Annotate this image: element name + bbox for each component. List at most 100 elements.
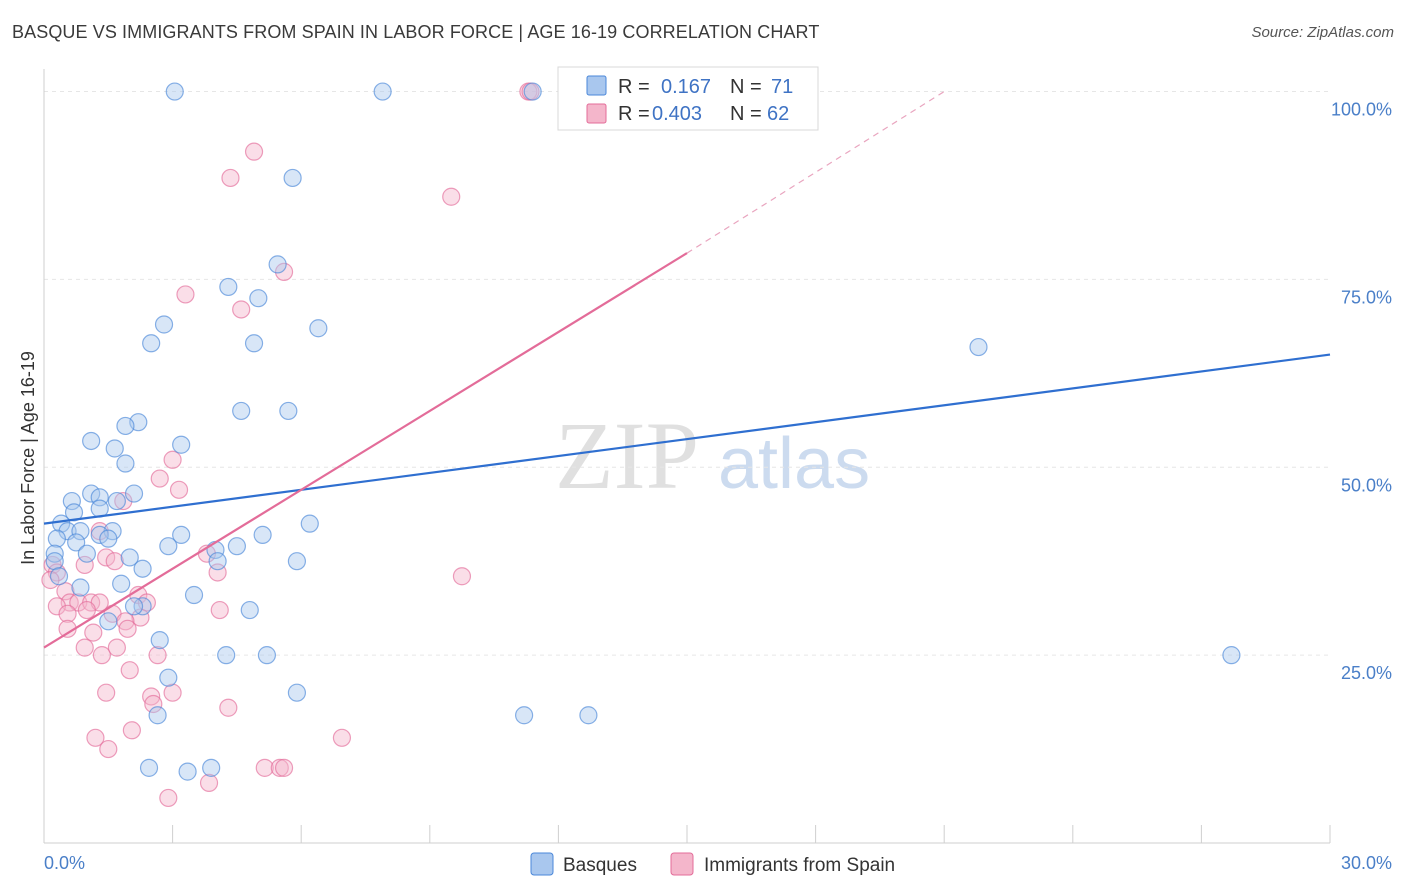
point-immigrants-47 bbox=[144, 694, 163, 714]
point-basques-64 bbox=[515, 706, 534, 725]
x-tick-label-min: 0.0% bbox=[44, 853, 85, 873]
point-basques-45 bbox=[120, 548, 139, 567]
x-tick-label-max: 30.0% bbox=[1341, 853, 1392, 873]
series-immigrants-points bbox=[41, 82, 540, 808]
point-basques-54 bbox=[240, 600, 259, 620]
point-immigrants-11 bbox=[114, 491, 133, 511]
chart-title: BASQUE VS IMMIGRANTS FROM SPAIN IN LABOR… bbox=[12, 22, 820, 42]
point-basques-17 bbox=[82, 431, 101, 451]
point-immigrants-17 bbox=[75, 555, 94, 575]
point-immigrants-45 bbox=[97, 683, 116, 702]
point-immigrants-2 bbox=[244, 142, 264, 161]
watermark-zip: ZIP bbox=[555, 402, 699, 509]
point-basques-4 bbox=[283, 168, 302, 188]
point-basques-24 bbox=[107, 491, 126, 511]
point-immigrants-49 bbox=[122, 721, 141, 740]
point-basques-40 bbox=[227, 537, 246, 556]
point-basques-66 bbox=[139, 758, 159, 777]
point-basques-19 bbox=[105, 439, 124, 458]
point-immigrants-57 bbox=[159, 788, 178, 808]
watermark-atlas: atlas bbox=[718, 424, 870, 504]
point-immigrants-37 bbox=[84, 623, 103, 642]
series-legend-label-basques: Basques bbox=[563, 855, 637, 876]
point-basques-2 bbox=[523, 82, 542, 101]
legend-r-label-1: R = bbox=[618, 76, 650, 98]
stats-legend: R = 0.167 N = 71 R = 0.403 N = 62 bbox=[557, 66, 819, 131]
point-basques-8 bbox=[154, 315, 174, 334]
point-basques-50 bbox=[112, 574, 131, 593]
point-basques-7 bbox=[249, 289, 268, 308]
point-immigrants-55 bbox=[274, 758, 294, 777]
point-basques-63 bbox=[148, 706, 167, 725]
point-immigrants-22 bbox=[56, 582, 75, 601]
trend-line-immigrants bbox=[43, 252, 688, 649]
y-tick-label-75: 75.0% bbox=[1341, 287, 1392, 307]
point-basques-46 bbox=[208, 552, 227, 571]
point-basques-55 bbox=[124, 597, 144, 616]
point-immigrants-15 bbox=[105, 552, 124, 571]
x-axis-ticks: 0.0% 30.0% bbox=[43, 825, 1392, 873]
point-immigrants-44 bbox=[163, 683, 182, 702]
point-basques-5 bbox=[268, 255, 287, 274]
legend-n-label-2: N = bbox=[730, 103, 762, 125]
series-legend-swatch-basques bbox=[530, 852, 554, 876]
point-basques-6 bbox=[219, 277, 238, 297]
legend-swatch-basques bbox=[586, 75, 607, 96]
y-axis-label: In Labor Force | Age 16-19 bbox=[18, 351, 38, 565]
point-immigrants-40 bbox=[107, 638, 126, 657]
legend-n-label-1: N = bbox=[730, 76, 762, 98]
trend-lines bbox=[43, 91, 1331, 649]
point-basques-59 bbox=[257, 646, 277, 665]
point-basques-61 bbox=[159, 668, 178, 687]
point-immigrants-52 bbox=[99, 739, 118, 759]
legend-r-label-2: R = bbox=[618, 103, 650, 125]
point-basques-12 bbox=[969, 337, 988, 357]
y-tick-label-100: 100.0% bbox=[1331, 100, 1392, 120]
point-basques-14 bbox=[279, 401, 298, 421]
point-basques-56 bbox=[99, 612, 118, 631]
point-basques-49 bbox=[49, 567, 69, 586]
y-tick-label-25: 25.0% bbox=[1341, 663, 1392, 683]
point-basques-48 bbox=[133, 559, 152, 578]
point-basques-65 bbox=[579, 706, 598, 725]
legend-r-value-2: 0.403 bbox=[652, 103, 702, 125]
point-basques-44 bbox=[45, 552, 64, 571]
series-legend: Basques Immigrants from Spain bbox=[530, 852, 895, 876]
point-basques-0 bbox=[165, 82, 184, 101]
point-basques-25 bbox=[62, 491, 81, 511]
point-basques-10 bbox=[142, 334, 161, 353]
point-immigrants-30 bbox=[77, 600, 96, 620]
point-immigrants-56 bbox=[199, 773, 219, 792]
point-immigrants-38 bbox=[118, 619, 137, 638]
point-immigrants-9 bbox=[163, 450, 182, 469]
legend-swatch-immigrants bbox=[586, 103, 607, 124]
point-basques-62 bbox=[287, 683, 307, 702]
point-basques-33 bbox=[300, 514, 319, 533]
point-immigrants-4 bbox=[442, 187, 461, 206]
point-basques-34 bbox=[172, 525, 191, 545]
trend-line-basques bbox=[43, 353, 1331, 525]
point-immigrants-48 bbox=[219, 698, 238, 717]
point-immigrants-39 bbox=[75, 638, 94, 657]
point-immigrants-5 bbox=[274, 262, 294, 281]
point-immigrants-32 bbox=[58, 604, 77, 623]
point-immigrants-29 bbox=[47, 597, 66, 616]
point-basques-28 bbox=[52, 514, 71, 533]
legend-r-value-1: 0.167 bbox=[661, 76, 711, 98]
point-immigrants-54 bbox=[270, 758, 289, 777]
point-immigrants-31 bbox=[210, 600, 229, 620]
point-basques-35 bbox=[253, 525, 272, 545]
point-basques-47 bbox=[287, 552, 307, 571]
point-basques-23 bbox=[124, 484, 144, 503]
point-immigrants-50 bbox=[86, 728, 105, 747]
point-basques-9 bbox=[309, 319, 328, 338]
point-immigrants-8 bbox=[150, 469, 169, 488]
point-basques-13 bbox=[232, 401, 251, 421]
point-basques-37 bbox=[99, 529, 118, 548]
point-basques-11 bbox=[244, 334, 264, 353]
point-immigrants-10 bbox=[169, 480, 189, 499]
point-immigrants-7 bbox=[232, 300, 251, 319]
point-basques-52 bbox=[184, 585, 204, 605]
series-legend-label-immigrants: Immigrants from Spain bbox=[704, 855, 895, 876]
point-immigrants-51 bbox=[332, 728, 352, 747]
